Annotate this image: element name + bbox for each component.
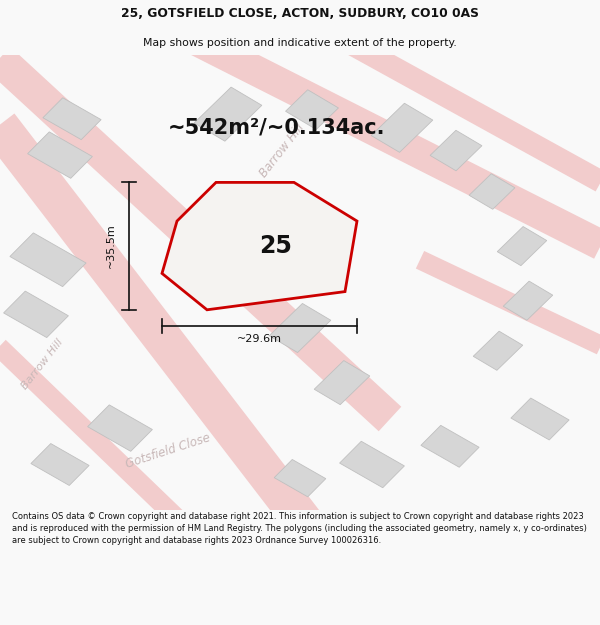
Polygon shape	[162, 182, 357, 310]
Bar	[371, 103, 433, 152]
Bar	[31, 444, 89, 486]
Bar	[88, 405, 152, 451]
Text: Barrow Hill: Barrow Hill	[19, 338, 65, 391]
Text: ~35.5m: ~35.5m	[106, 224, 116, 269]
Text: Barrow Hill: Barrow Hill	[257, 121, 307, 180]
Bar	[430, 130, 482, 171]
Bar	[274, 459, 326, 497]
Bar	[497, 226, 547, 266]
Text: 25: 25	[260, 234, 292, 258]
Bar	[4, 291, 68, 338]
Bar	[503, 281, 553, 320]
Text: ~542m²/~0.134ac.: ~542m²/~0.134ac.	[167, 118, 385, 138]
Bar	[269, 304, 331, 352]
Bar	[218, 232, 286, 287]
Text: ~29.6m: ~29.6m	[237, 334, 282, 344]
Bar	[340, 441, 404, 488]
Bar	[10, 233, 86, 287]
Bar	[314, 361, 370, 404]
Text: Contains OS data © Crown copyright and database right 2021. This information is : Contains OS data © Crown copyright and d…	[12, 512, 587, 545]
Bar	[43, 98, 101, 139]
Text: 25, GOTSFIELD CLOSE, ACTON, SUDBURY, CO10 0AS: 25, GOTSFIELD CLOSE, ACTON, SUDBURY, CO1…	[121, 8, 479, 20]
Bar	[194, 87, 262, 141]
Bar	[511, 398, 569, 440]
Bar	[473, 331, 523, 370]
Text: Map shows position and indicative extent of the property.: Map shows position and indicative extent…	[143, 38, 457, 48]
Text: Gotsfield Close: Gotsfield Close	[124, 431, 212, 471]
Bar	[286, 90, 338, 129]
Bar	[421, 426, 479, 468]
Bar	[28, 132, 92, 178]
Bar	[469, 174, 515, 209]
